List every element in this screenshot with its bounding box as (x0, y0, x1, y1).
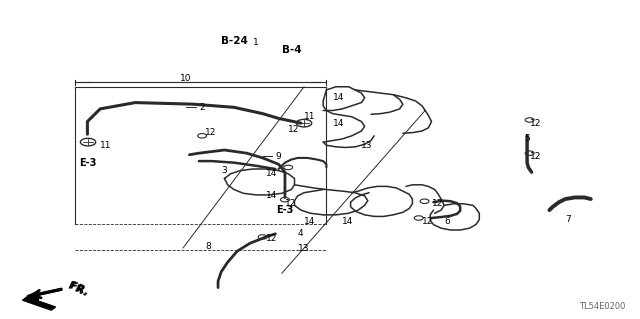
Text: 6: 6 (444, 217, 450, 226)
Text: 12: 12 (531, 152, 541, 161)
Polygon shape (27, 291, 38, 302)
Text: E-3: E-3 (79, 158, 96, 168)
Text: 4: 4 (298, 229, 303, 238)
Text: 14: 14 (266, 191, 277, 200)
Text: 12: 12 (288, 125, 300, 134)
Text: 1: 1 (253, 38, 259, 47)
Text: 5: 5 (524, 134, 530, 144)
Text: 12: 12 (422, 217, 433, 226)
Text: 11: 11 (100, 141, 111, 150)
Text: 11: 11 (304, 112, 316, 121)
Text: TL54E0200: TL54E0200 (579, 302, 626, 311)
Text: E-3: E-3 (276, 205, 294, 215)
Polygon shape (28, 288, 62, 297)
Text: 12: 12 (431, 199, 443, 208)
Text: 14: 14 (304, 217, 316, 226)
Text: B-24: B-24 (221, 36, 248, 46)
Text: 14: 14 (342, 217, 354, 226)
Text: FR.: FR. (68, 280, 90, 297)
Polygon shape (22, 297, 56, 310)
Text: 3: 3 (221, 166, 227, 175)
Text: 12: 12 (205, 128, 217, 137)
Text: 12: 12 (285, 199, 296, 208)
Text: 14: 14 (333, 119, 344, 128)
Text: 12: 12 (531, 119, 541, 128)
Text: 8: 8 (205, 242, 211, 251)
Text: 14: 14 (266, 169, 277, 178)
Text: 13: 13 (362, 141, 373, 150)
Text: 7: 7 (565, 215, 571, 224)
Text: 13: 13 (298, 243, 309, 253)
Text: 9: 9 (275, 152, 281, 161)
Text: B-4: B-4 (282, 45, 301, 56)
Text: FR.: FR. (67, 280, 89, 298)
Text: 12: 12 (266, 234, 277, 243)
Text: 10: 10 (180, 74, 192, 83)
Text: 2: 2 (199, 103, 205, 112)
Text: 14: 14 (333, 93, 344, 102)
